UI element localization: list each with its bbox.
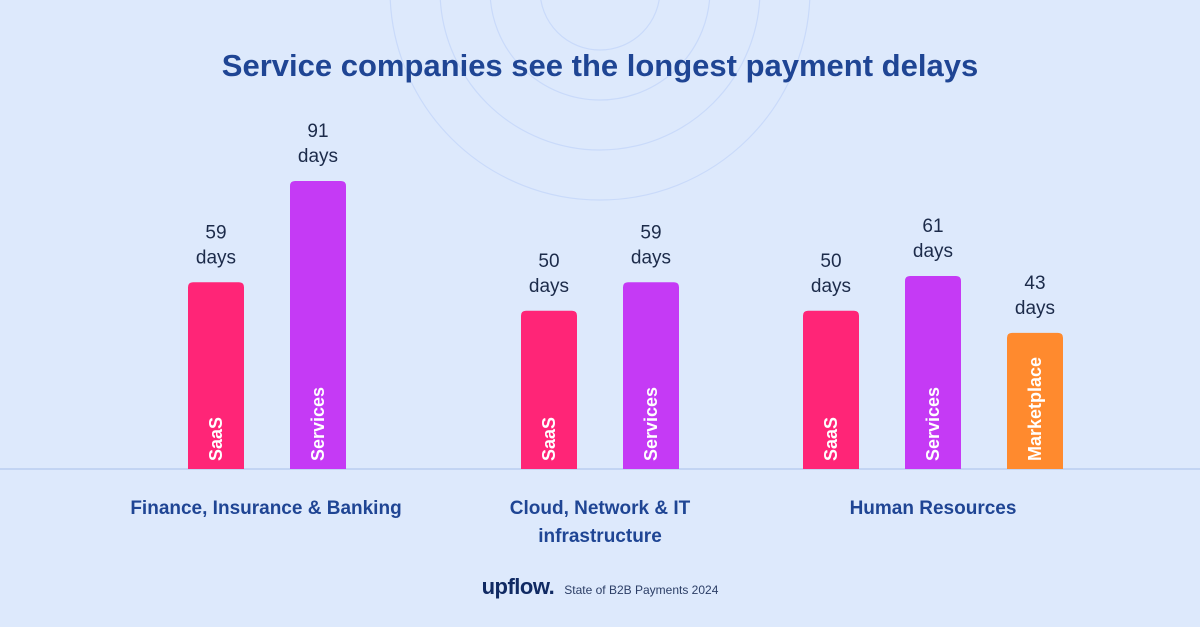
bar-value-label: 59 (640, 222, 661, 243)
bar-saas-g1 (521, 310, 577, 469)
bar-series-label: SaaS (821, 417, 841, 461)
footer: upflow. State of B2B Payments 2024 (0, 574, 1200, 600)
bar-unit-label: days (811, 276, 851, 297)
chart-title: Service companies see the longest paymen… (221, 48, 979, 83)
bar-saas-g2 (803, 310, 859, 469)
bar-saas-g0 (188, 282, 244, 469)
bar-unit-label: days (529, 276, 569, 297)
source-caption: State of B2B Payments 2024 (564, 583, 719, 597)
category-label: Human Resources (850, 498, 1017, 519)
brand-name: upflow (481, 574, 550, 599)
decorative-ring (489, 0, 711, 101)
decorative-ring (540, 0, 660, 51)
category-label: infrastructure (538, 526, 662, 547)
bar-series-label: SaaS (206, 417, 226, 461)
bar-unit-label: days (913, 241, 953, 262)
bar-services-g2 (905, 275, 961, 469)
bar-marketplace-g2 (1007, 332, 1063, 469)
bar-services-g1 (623, 282, 679, 469)
bar-value-label: 50 (820, 251, 841, 272)
decorative-ring (389, 0, 811, 201)
bar-series-label: Marketplace (1025, 357, 1045, 461)
category-label: Cloud, Network & IT (510, 498, 691, 519)
bar-unit-label: days (298, 146, 338, 167)
bar-series-label: Services (641, 387, 661, 461)
bar-series-label: Services (308, 387, 328, 461)
bar-value-label: 50 (538, 251, 559, 272)
bar-value-label: 43 (1024, 273, 1045, 294)
upflow-logo: upflow. (481, 574, 555, 599)
bar-series-label: Services (923, 387, 943, 461)
bar-unit-label: days (196, 247, 236, 268)
bar-unit-label: days (1015, 298, 1055, 319)
bar-unit-label: days (631, 247, 671, 268)
bar-value-label: 91 (307, 121, 328, 142)
bar-series-label: SaaS (539, 417, 559, 461)
bar-value-label: 59 (205, 222, 226, 243)
bar-value-label: 61 (922, 216, 943, 237)
decorative-ring (439, 0, 761, 151)
bar-services-g0 (290, 181, 346, 469)
category-label: Finance, Insurance & Banking (130, 498, 401, 519)
